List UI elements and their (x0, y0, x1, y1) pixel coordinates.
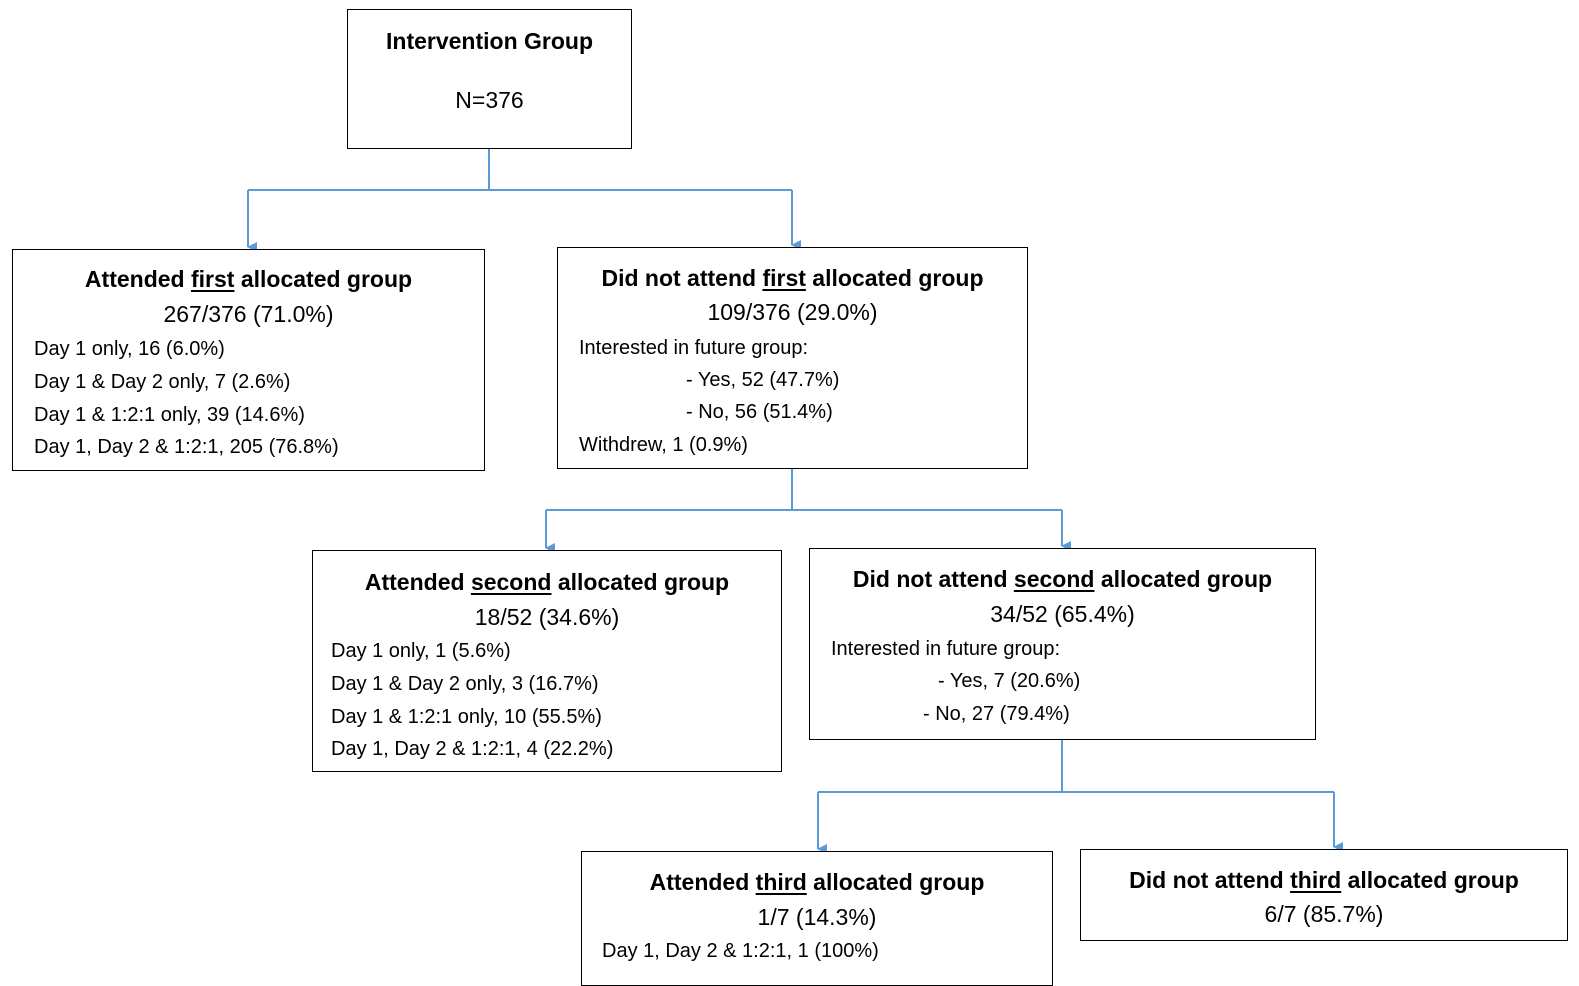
not-attend-first-line: - No, 56 (51.4%) (686, 401, 833, 423)
attended-first-line: Day 1 & 1:2:1 only, 39 (14.6%) (34, 404, 305, 426)
attended-first-line: Day 1, Day 2 & 1:2:1, 205 (76.8%) (34, 436, 339, 458)
attended-second-line: Day 1 & 1:2:1 only, 10 (55.5%) (331, 706, 602, 728)
not-attend-second-count: 34/52 (65.4%) (990, 601, 1135, 627)
not-attend-first-line: - Yes, 52 (47.7%) (686, 369, 840, 391)
attended-first-title: Attended first allocated group (84, 266, 413, 292)
not-attend-first-title: Did not attend first allocated group (601, 265, 984, 291)
not-attend-third-count: 6/7 (85.7%) (1264, 901, 1384, 927)
attended-third-box: Attended third allocated group 1/7 (14.3… (581, 851, 1053, 986)
attended-second-box: Attended second allocated group 18/52 (3… (312, 550, 782, 772)
attended-third-line: Day 1, Day 2 & 1:2:1, 1 (100%) (602, 940, 879, 962)
not-attend-first-count: 109/376 (29.0%) (707, 299, 878, 325)
not-attend-second-line: - No, 27 (79.4%) (923, 703, 1070, 725)
not-attend-third-box: Did not attend third allocated group 6/7… (1080, 849, 1568, 941)
attended-first-line: Day 1 only, 16 (6.0%) (34, 338, 225, 360)
attended-first-box: Attended first allocated group 267/376 (… (12, 249, 485, 471)
attended-second-line: Day 1, Day 2 & 1:2:1, 4 (22.2%) (331, 738, 614, 760)
root-title: Intervention Group (386, 28, 593, 54)
attended-second-title: Attended second allocated group (364, 569, 730, 595)
not-attend-second-box: Did not attend second allocated group 34… (809, 548, 1316, 740)
not-attend-second-title: Did not attend second allocated group (852, 566, 1273, 592)
attended-third-count: 1/7 (14.3%) (757, 904, 877, 930)
root-subtitle: N=376 (455, 87, 524, 113)
attended-first-count: 267/376 (71.0%) (163, 301, 334, 327)
attended-first-line: Day 1 & Day 2 only, 7 (2.6%) (34, 371, 291, 393)
not-attend-second-line: Interested in future group: (831, 638, 1061, 660)
not-attend-first-box: Did not attend first allocated group 109… (557, 247, 1028, 469)
attended-third-title: Attended third allocated group (649, 869, 985, 895)
attended-second-line: Day 1 & Day 2 only, 3 (16.7%) (331, 673, 599, 695)
not-attend-second-line: - Yes, 7 (20.6%) (938, 670, 1081, 692)
not-attend-third-title: Did not attend third allocated group (1129, 867, 1519, 893)
attended-second-line: Day 1 only, 1 (5.6%) (331, 640, 511, 662)
attended-second-count: 18/52 (34.6%) (474, 604, 620, 630)
root-box: Intervention Group N=376 (347, 9, 632, 149)
not-attend-first-line: Withdrew, 1 (0.9%) (579, 434, 748, 456)
not-attend-first-line: Interested in future group: (579, 337, 809, 359)
